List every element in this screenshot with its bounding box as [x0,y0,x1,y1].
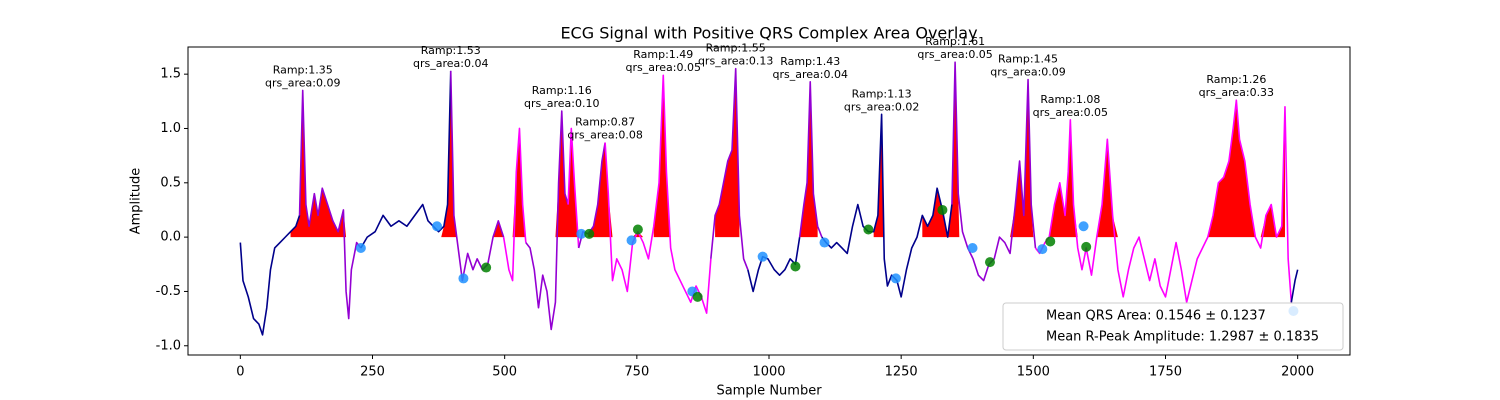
y-tick-label: -1.0 [156,338,181,353]
legend-box [1002,302,1344,351]
x-tick-label: 750 [624,365,649,380]
q-point [1037,244,1048,255]
s-point [790,261,801,272]
annotation-ramp: Ramp:1.53 [421,44,481,57]
x-tick-label: 500 [492,365,517,380]
annotation-area: qrs_area:0.02 [844,100,919,113]
annotation-ramp: Ramp:1.26 [1206,73,1266,86]
q-point [458,273,469,284]
q-point [1078,221,1089,232]
annotation-area: qrs_area:0.08 [567,129,642,142]
x-tick-label: 1500 [1017,365,1050,380]
ecg-line [604,74,712,314]
annotation-area: qrs_area:0.33 [1199,86,1274,99]
annotation-area: qrs_area:0.05 [626,61,701,74]
qrs-area [799,81,818,238]
annotation-area: qrs_area:0.05 [917,48,992,61]
ecg-line [1034,99,1293,304]
q-point [819,237,830,248]
ecg-line [710,67,749,271]
y-tick-label: 1.0 [160,121,181,136]
annotation-ramp: Ramp:1.55 [706,42,766,55]
y-tick-label: -0.5 [156,284,181,299]
qrs-area [922,62,960,238]
annotation-area: qrs_area:0.13 [698,55,773,68]
s-point [863,224,874,235]
ecg-line [525,110,569,331]
s-point [1045,236,1056,247]
x-tick-label: 0 [236,365,244,380]
q-point [576,228,587,239]
annotation-ramp: Ramp:1.49 [633,48,693,61]
s-point [937,204,948,215]
q-point [432,221,442,232]
ecg-line [239,215,301,336]
ecg-line [747,236,801,293]
annotation-ramp: Ramp:0.87 [575,116,635,129]
q-point [757,251,768,262]
annotation-ramp: Ramp:1.45 [998,53,1058,66]
q-point [890,273,901,284]
ecg-line [298,89,362,320]
annotation-area: qrs_area:0.04 [413,57,488,70]
qrs-area [290,90,347,238]
q-point [967,242,978,253]
y-tick-label: 0.0 [160,230,181,245]
x-tick-label: 1000 [752,365,785,380]
legend-label: Mean R-Peak Amplitude: 1.2987 ± 0.1835 [1046,330,1319,345]
ecg-line [502,127,527,282]
s-point [584,228,595,239]
annotation-ramp: Ramp:1.43 [780,55,840,68]
q-point [626,235,637,246]
y-axis-label: Amplitude [129,168,144,235]
annotation-ramp: Ramp:1.35 [273,63,333,76]
x-tick-label: 250 [360,365,385,380]
ecg-line [951,61,1037,282]
x-axis-label: Sample Number [716,384,822,399]
ecg-line [798,80,823,238]
x-tick-label: 1750 [1149,365,1182,380]
annotation-ramp: Ramp:1.13 [852,87,912,100]
ecg-line [360,70,452,249]
x-tick-label: 1250 [885,365,918,380]
annotation-area: qrs_area:0.09 [265,76,340,89]
x-tick-label: 2000 [1281,365,1314,380]
s-point [632,224,643,235]
annotation-ramp: Ramp:1.08 [1040,93,1100,106]
q-point [355,242,366,253]
y-tick-label: 1.5 [160,67,181,82]
plot [239,61,1299,336]
y-tick-label: 0.5 [160,175,181,190]
annotation-area: qrs_area:0.10 [524,97,599,110]
s-point [984,257,995,268]
chart-title: ECG Signal with Positive QRS Complex Are… [560,24,977,43]
ecg-line [567,127,580,249]
ecg-line [821,113,953,298]
qrs-area [493,111,579,238]
s-point [692,291,703,302]
s-point [1081,241,1092,252]
annotation-area: qrs_area:0.05 [1033,106,1108,119]
annotation-area: qrs_area:0.09 [990,66,1065,79]
annotation-ramp: Ramp:1.16 [532,84,592,97]
ecg-line [1290,269,1299,303]
s-point [481,262,492,273]
qrs-area [715,68,740,238]
annotation-area: qrs_area:0.04 [773,68,848,81]
annotation-ramp: Ramp:1.61 [925,35,985,48]
plot-frame [187,46,1351,356]
legend-label: Mean QRS Area: 0.1546 ± 0.1237 [1046,309,1266,324]
ecg-line [449,70,505,282]
qrs-area [588,142,644,238]
